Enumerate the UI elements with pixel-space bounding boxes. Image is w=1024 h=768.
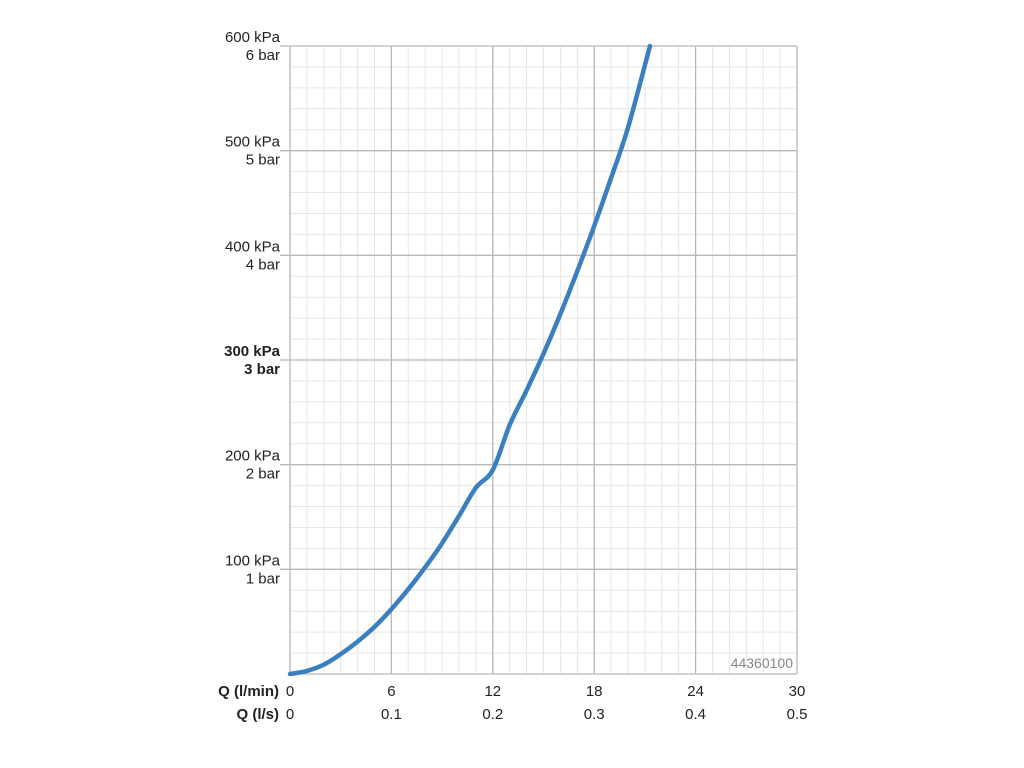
y-tick-label-bar: 6 bar	[246, 47, 280, 64]
y-tick-label-kpa: 200 kPa	[225, 448, 281, 465]
x-tick-label-ls: 0.3	[584, 706, 605, 723]
x-tick-label-ls: 0	[286, 706, 294, 723]
x-axis-title-secondary: Q (l/s)	[236, 706, 279, 723]
x-tick-label-lmin: 0	[286, 683, 294, 700]
y-tick-label-kpa: 400 kPa	[225, 238, 281, 255]
y-tick-label-bar: 3 bar	[244, 361, 280, 378]
x-tick-label-lmin: 12	[484, 683, 501, 700]
y-tick-label-bar: 4 bar	[246, 256, 280, 273]
x-tick-label-ls: 0.4	[685, 706, 706, 723]
x-tick-label-ls: 0.5	[787, 706, 808, 723]
y-tick-label-bar: 2 bar	[246, 466, 280, 483]
x-tick-label-lmin: 24	[687, 683, 704, 700]
major-grid	[280, 45, 798, 675]
x-tick-label-lmin: 30	[789, 683, 806, 700]
x-tick-label-lmin: 18	[586, 683, 603, 700]
x-axis-title-primary: Q (l/min)	[218, 683, 279, 700]
x-tick-label-lmin: 6	[387, 683, 395, 700]
x-tick-label-ls: 0.1	[381, 706, 402, 723]
x-axis-labels: 0 0 6 0.1 12 0.2 18 0.3 24 0.4 30 0.5	[286, 683, 808, 723]
y-tick-label-bar: 5 bar	[246, 152, 280, 169]
product-code: 44360100	[731, 655, 794, 671]
x-tick-label-ls: 0.2	[482, 706, 503, 723]
y-tick-label-bar: 1 bar	[246, 570, 280, 587]
y-tick-label-kpa: 100 kPa	[225, 552, 281, 569]
y-tick-label-kpa: 300 kPa	[224, 343, 281, 360]
y-tick-label-kpa: 500 kPa	[225, 134, 281, 151]
pressure-loss-curve	[287, 43, 653, 677]
y-tick-label-kpa: 600 kPa	[225, 29, 281, 46]
